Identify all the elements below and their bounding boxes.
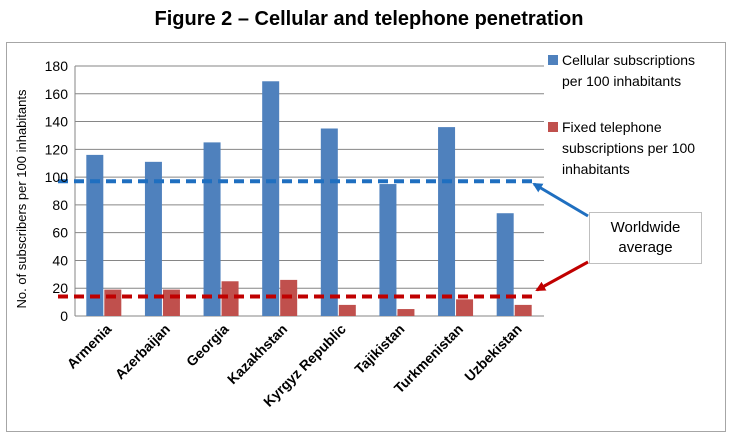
worldwide-average-callout: Worldwide average (589, 212, 702, 264)
y-tick-label: 60 (52, 225, 68, 241)
bar-fixed (456, 299, 474, 316)
bar-cellular (86, 154, 104, 316)
x-tick-label: Uzbekistan (461, 321, 525, 385)
y-tick-label: 20 (52, 280, 68, 296)
legend: Cellular subscriptions per 100 inhabitant… (548, 52, 695, 177)
y-tick-label: 160 (45, 86, 69, 102)
page-title: Figure 2 – Cellular and telephone penetr… (154, 8, 584, 30)
x-tick-label: Azerbaijan (112, 321, 173, 382)
bar-cellular (203, 142, 221, 316)
reference-lines (58, 179, 534, 299)
y-tick-label: 140 (45, 114, 69, 130)
x-tick-label: Armenia (64, 321, 115, 372)
bar-cellular (379, 184, 397, 316)
bar-cellular (496, 213, 514, 316)
bar-fixed (397, 309, 415, 316)
legend-label: Cellular subscriptions (562, 52, 695, 68)
bar-cellular (438, 127, 456, 316)
legend-label: subscriptions per 100 (562, 140, 695, 156)
y-tick-label: 100 (45, 169, 69, 185)
legend-label: Fixed telephone (562, 119, 662, 135)
bar-fixed (514, 304, 532, 316)
y-tick-label: 40 (52, 252, 68, 268)
callout-line-1: Worldwide (610, 219, 681, 236)
y-tick-label: 80 (52, 197, 68, 213)
bar-fixed (221, 281, 239, 316)
annotation-arrow-fixed (535, 260, 589, 292)
bar-fixed (338, 304, 356, 316)
bar-cellular (320, 128, 338, 316)
legend-swatch-cellular (548, 55, 558, 65)
annotation-arrow-cellular (532, 182, 589, 218)
chart-frame (6, 42, 726, 432)
legend-label: per 100 inhabitants (562, 73, 681, 89)
bar-cellular (144, 161, 162, 316)
bar-fixed (162, 289, 180, 316)
bar-cellular (262, 81, 280, 317)
legend-label: inhabitants (562, 161, 630, 177)
y-tick-label: 180 (45, 58, 69, 74)
callout-line-2: average (618, 239, 673, 256)
y-tick-label: 0 (60, 308, 68, 324)
bar-fixed (104, 289, 122, 316)
x-tick-label: Tajikistan (351, 321, 407, 377)
x-tick-label: Georgia (183, 321, 232, 370)
bars (86, 81, 532, 317)
y-tick-label: 120 (45, 141, 69, 157)
legend-swatch-fixed (548, 122, 558, 132)
y-axis-title: No. of subscribers per 100 inhabitants (14, 89, 29, 308)
